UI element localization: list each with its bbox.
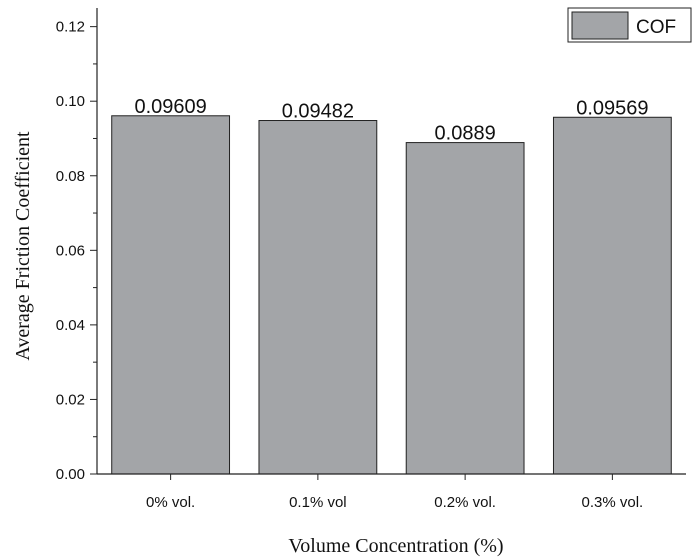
- bars-layer: [111, 115, 672, 475]
- y-tick-label-2: 0.04: [56, 317, 85, 334]
- y-tick-label-1: 0.02: [56, 391, 85, 408]
- y-tick-label-3: 0.06: [56, 242, 85, 259]
- y-tick-label-4: 0.08: [56, 168, 85, 185]
- data-label-2: 0.0889: [435, 123, 496, 145]
- legend: COF: [567, 7, 692, 43]
- bar-1: [258, 120, 378, 475]
- data-label-0: 0.09609: [134, 96, 206, 118]
- data-label-3: 0.09569: [576, 97, 648, 119]
- x-tick-label-3: 0.3% vol.: [582, 494, 644, 511]
- data-labels-layer: 0.09609 0.09482 0.0889 0.09569: [134, 96, 648, 145]
- x-tick-label-0: 0% vol.: [146, 494, 195, 511]
- data-label-1: 0.09482: [282, 101, 354, 123]
- legend-label-cof: COF: [636, 17, 676, 38]
- axes-layer: 0% vol. 0.1% vol 0.2% vol. 0.3% vol. 0.00 0.0…: [56, 8, 686, 511]
- bar-3: [552, 116, 672, 475]
- y-tick-label-5: 0.10: [56, 93, 85, 110]
- x-axis-title: Volume Concentration (%): [288, 535, 503, 557]
- y-tick-label-0: 0.00: [56, 466, 85, 483]
- x-tick-label-1: 0.1% vol: [289, 494, 347, 511]
- x-tick-label-2: 0.2% vol.: [434, 494, 496, 511]
- y-tick-label-6: 0.12: [56, 19, 85, 36]
- legend-swatch-cof: [571, 11, 629, 40]
- bar-0: [111, 115, 231, 475]
- bar-2: [405, 142, 525, 475]
- y-axis-title: Average Friction Coefficient: [12, 131, 34, 361]
